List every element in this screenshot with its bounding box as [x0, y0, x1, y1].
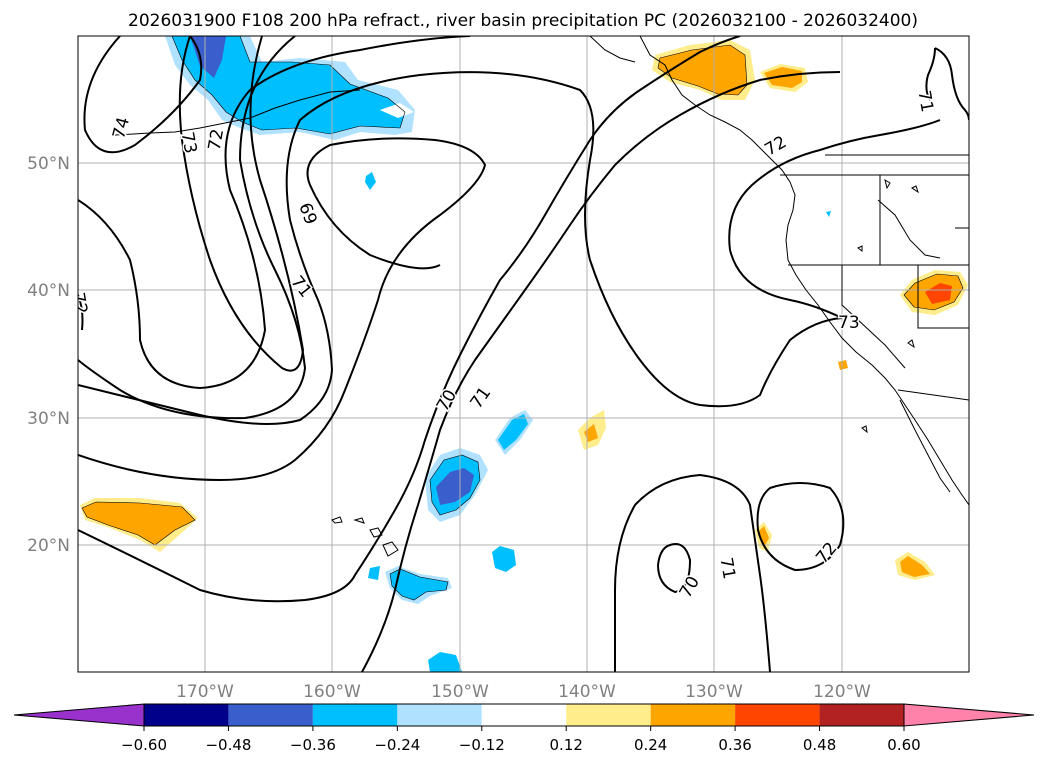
contour-lines [78, 36, 969, 672]
pc-area-outlines [81, 36, 964, 601]
colorbar-swatch [228, 704, 313, 726]
islands [331, 178, 919, 557]
lat-label: 50°N [27, 154, 70, 174]
negative-pc-areas [165, 36, 831, 672]
colorbar-tick-label: −0.60 [121, 736, 167, 754]
positive-pc-areas [80, 40, 968, 580]
lon-label: 150°W [431, 682, 489, 702]
lat-label: 30°N [27, 409, 70, 429]
colorbar-swatch [566, 704, 651, 726]
contour-label: 72 [205, 127, 228, 152]
contour-label: 73 [838, 313, 860, 333]
colorbar-tick-label: 0.48 [803, 736, 836, 754]
colorbar-tick-label: −0.36 [290, 736, 336, 754]
lat-labels: 50°N 40°N 30°N 20°N [27, 154, 70, 556]
colorbar-tick-label: 0.24 [634, 736, 667, 754]
lat-label: 40°N [27, 281, 70, 301]
figure-title: 2026031900 F108 200 hPa refract., river … [128, 11, 918, 31]
colorbar-swatch [819, 704, 904, 726]
contour-label: 71 [715, 556, 738, 581]
colorbar-tick-label: 0.36 [718, 736, 751, 754]
colorbar-swatch [312, 704, 398, 726]
lon-label: 120°W [813, 682, 871, 702]
colorbar-swatch [397, 704, 482, 726]
colorbar-swatch [144, 704, 229, 726]
coastlines [114, 36, 969, 506]
colorbar-tick-label: 0.12 [550, 736, 583, 754]
colorbar-tick-label: 0.60 [887, 736, 920, 754]
contour-label: 72 [67, 291, 90, 316]
colorbar: −0.60 −0.48 −0.36 −0.24 −0.12 0.12 0.24 0.36 0.4… [13, 703, 1035, 754]
colorbar-extend-low [13, 703, 145, 727]
colorbar-tick-label: −0.12 [459, 736, 505, 754]
map-frame [77, 35, 970, 673]
colorbar-swatch [735, 704, 820, 726]
lon-label: 130°W [685, 682, 743, 702]
colorbar-extend-high [903, 703, 1035, 727]
colorbar-swatch [650, 704, 736, 726]
lon-label: 170°W [176, 682, 234, 702]
contour-label: 73 [177, 130, 200, 155]
lon-labels: 170°W 160°W 150°W 140°W 130°W 120°W [176, 682, 871, 702]
colorbar-frame [143, 703, 905, 727]
contour-label: 71 [913, 89, 936, 114]
colorbar-tick-label: −0.24 [374, 736, 420, 754]
map-plot-area: 74 73 72 69 71 72 70 71 71 72 73 70 71 7… [67, 36, 969, 672]
colorbar-tick-label: −0.48 [205, 736, 251, 754]
lon-label: 160°W [303, 682, 361, 702]
lon-label: 140°W [558, 682, 616, 702]
colorbar-swatch [481, 704, 567, 726]
lat-label: 20°N [27, 536, 70, 556]
